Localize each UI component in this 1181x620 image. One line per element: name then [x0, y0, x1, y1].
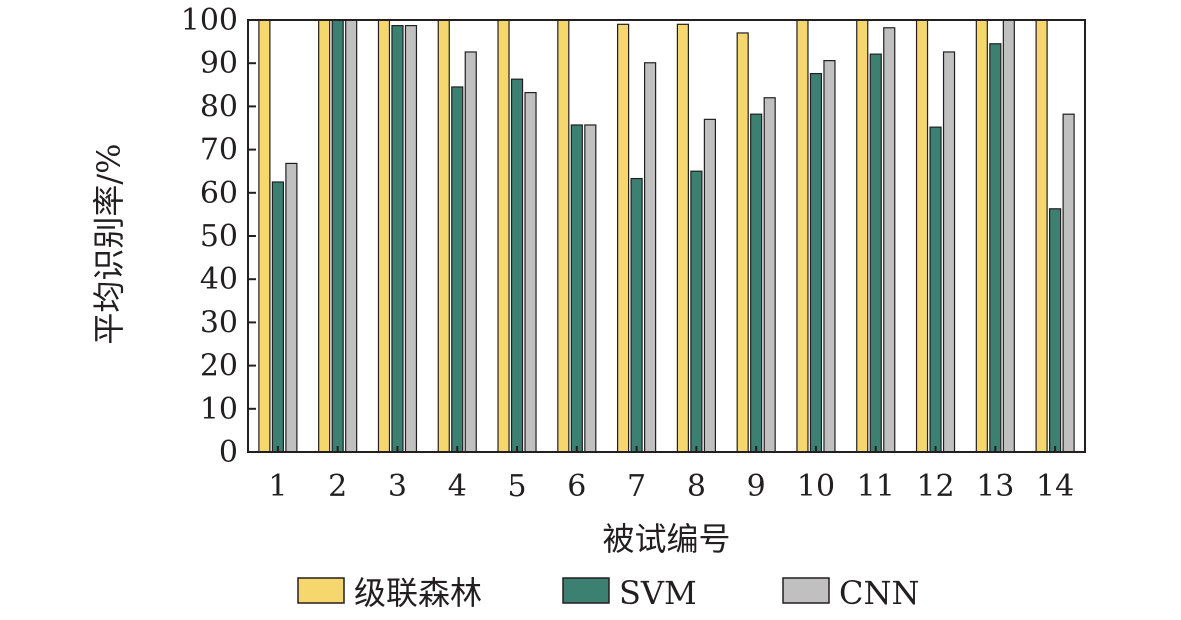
bar-cnn [345, 19, 358, 453]
bar-cascade-forest [856, 19, 869, 453]
x-tick-label: 10 [797, 469, 835, 504]
bar-svm [690, 170, 703, 453]
bars-group [258, 19, 1075, 453]
bar-cnn [524, 91, 537, 453]
x-tick-label: 2 [328, 469, 347, 504]
x-tick-label: 8 [687, 469, 706, 504]
bar-cascade-forest [676, 23, 689, 453]
y-tick-label: 50 [200, 219, 238, 254]
bar-cascade-forest [796, 19, 809, 453]
bar-cnn [763, 97, 776, 453]
bar-svm [331, 19, 344, 453]
bar-svm [929, 126, 942, 453]
x-tick-label: 7 [627, 469, 646, 504]
legend-swatch [782, 577, 830, 604]
x-tick-label: 1 [268, 469, 287, 504]
x-tick-label: 12 [916, 469, 954, 504]
bar-cascade-forest [377, 19, 391, 453]
legend-label: CNN [839, 574, 919, 612]
x-tick-label: 9 [747, 469, 766, 504]
y-axis-ticks: 0 10 20 30 40 50 60 70 80 90 100 [181, 3, 256, 470]
bar-cascade-forest [557, 19, 570, 453]
y-tick-label: 60 [200, 176, 238, 211]
x-tick-label: 4 [448, 469, 467, 504]
bar-cascade-forest [617, 23, 630, 453]
plot-frame [247, 19, 1086, 453]
legend-label: 级联森林 [354, 574, 482, 612]
x-tick-label: 14 [1036, 469, 1074, 504]
bar-svm [750, 113, 763, 453]
bar-cnn [823, 60, 836, 453]
bar-cascade-forest [437, 19, 450, 453]
x-tick-label: 11 [857, 469, 895, 504]
bar-cnn [883, 27, 896, 453]
bar-svm [869, 53, 882, 453]
legend-swatch [297, 577, 345, 604]
bar-svm [630, 177, 643, 453]
bar-svm [451, 86, 464, 453]
y-tick-label: 30 [200, 305, 238, 340]
bar-svm [570, 124, 583, 453]
y-tick-label: 80 [200, 89, 238, 124]
x-axis-title: 被试编号 [602, 520, 730, 558]
legend-swatch [562, 577, 610, 604]
bar-cascade-forest [975, 19, 988, 453]
x-tick-label: 5 [507, 469, 526, 504]
x-tick-label: 6 [567, 469, 586, 504]
bar-svm [271, 181, 284, 453]
bar-cnn [644, 62, 657, 453]
y-tick-label: 10 [200, 392, 238, 427]
bar-cascade-forest [736, 32, 749, 453]
bar-svm [391, 25, 404, 453]
legend-label: SVM [619, 574, 697, 612]
x-tick-label: 3 [388, 469, 407, 504]
bar-cnn [285, 162, 298, 453]
bar-cnn [1002, 19, 1015, 453]
legend: 级联森林 SVM CNN [297, 574, 919, 612]
bar-cnn [464, 51, 477, 453]
bar-cnn [1062, 113, 1075, 453]
y-axis-title: 平均识别率/% [90, 143, 128, 344]
bar-svm [809, 72, 823, 453]
y-tick-label: 70 [200, 133, 238, 168]
x-tick-label: 13 [976, 469, 1014, 504]
bar-cnn [584, 124, 597, 453]
bar-cascade-forest [497, 19, 510, 453]
bar-cascade-forest [318, 19, 331, 453]
y-tick-label: 0 [219, 435, 238, 470]
bar-cnn [703, 118, 716, 453]
bar-svm [989, 43, 1002, 453]
y-tick-label: 100 [181, 3, 238, 38]
bar-cnn [942, 51, 956, 453]
bar-svm [510, 78, 524, 453]
bar-svm [1049, 208, 1062, 453]
bar-cascade-forest [1035, 19, 1048, 453]
x-axis-ticks: 1 2 3 4 5 6 7 8 9 10 11 12 13 14 [268, 446, 1074, 504]
bar-cascade-forest [915, 19, 929, 453]
y-tick-label: 20 [200, 349, 238, 384]
y-tick-label: 90 [200, 46, 238, 81]
bar-cascade-forest [258, 19, 271, 453]
bar-cnn [404, 25, 418, 453]
y-tick-label: 40 [200, 262, 238, 297]
